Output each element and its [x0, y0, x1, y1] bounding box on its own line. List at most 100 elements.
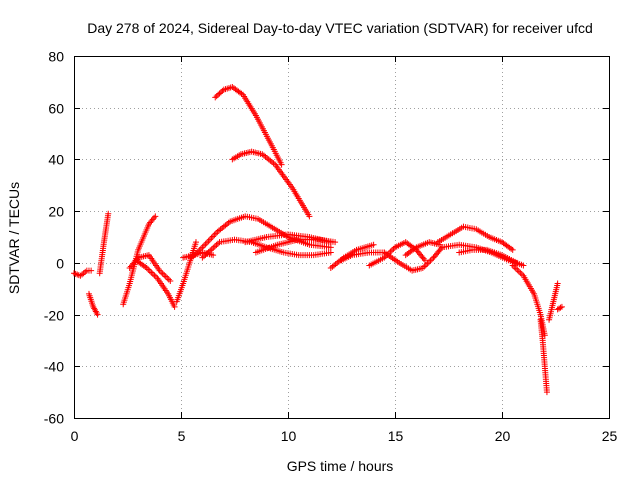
- data-point: [332, 239, 339, 246]
- data-point: [208, 235, 215, 242]
- x-axis-label: GPS time / hours: [287, 458, 394, 474]
- data-point: [421, 257, 428, 264]
- data-point: [164, 275, 171, 282]
- data-point: [327, 244, 334, 251]
- data-point: [388, 247, 395, 254]
- data-point: [278, 161, 285, 168]
- data-point: [200, 242, 207, 249]
- x-tick-label: 0: [71, 428, 79, 444]
- data-point: [520, 262, 527, 269]
- x-tick-label: 15: [388, 428, 404, 444]
- y-axis-label: SDTVAR / TECUs: [6, 182, 22, 294]
- data-point: [210, 244, 217, 251]
- data-point: [158, 269, 165, 276]
- data-point: [509, 246, 516, 253]
- data-point: [148, 269, 155, 276]
- y-tick-label: 0: [56, 256, 64, 272]
- series-arc-26: [554, 303, 565, 313]
- series-arc-3: [96, 210, 112, 277]
- data-point: [209, 233, 216, 240]
- data-point: [557, 304, 564, 311]
- data-point: [558, 303, 565, 310]
- series-arc-2: [85, 290, 101, 318]
- data-point: [162, 273, 169, 280]
- y-tick-label: -40: [44, 359, 64, 375]
- data-point: [306, 213, 313, 220]
- x-tick-label: 10: [281, 428, 297, 444]
- data-point: [211, 231, 218, 238]
- data-point: [206, 236, 213, 243]
- data-point: [217, 89, 224, 96]
- data-point: [514, 266, 521, 273]
- series-arc-21: [439, 241, 527, 269]
- series-arc-14: [252, 236, 339, 256]
- data-point: [428, 256, 435, 263]
- y-tick-label: -20: [44, 308, 64, 324]
- data-point: [213, 93, 220, 100]
- data-point: [212, 94, 219, 101]
- series-arc-20: [434, 223, 516, 253]
- data-point: [205, 238, 212, 245]
- data-point: [370, 241, 377, 248]
- data-point: [152, 273, 159, 280]
- data-point: [151, 272, 158, 279]
- series-arc-18: [381, 244, 446, 274]
- y-tick-label: 80: [48, 49, 64, 65]
- series-arc-10: [229, 148, 313, 220]
- gridlines: [74, 56, 609, 418]
- data-point: [427, 257, 434, 264]
- data-point: [541, 332, 548, 339]
- y-tick-label: 60: [48, 101, 64, 117]
- series-arc-7: [173, 239, 199, 305]
- data-point: [146, 267, 153, 274]
- data-point: [437, 245, 444, 252]
- data-point: [210, 252, 217, 259]
- data-point: [517, 269, 524, 276]
- data-point: [422, 262, 429, 269]
- data-point: [212, 230, 219, 237]
- y-tick-label: 20: [48, 204, 64, 220]
- series-arc-19: [402, 239, 443, 259]
- data-point: [94, 311, 101, 318]
- data-point: [216, 90, 223, 97]
- data-point: [203, 239, 210, 246]
- data-point: [554, 280, 561, 287]
- x-tick-label: 20: [495, 428, 511, 444]
- data-point: [159, 270, 166, 277]
- y-tick-label: 40: [48, 152, 64, 168]
- data-point: [165, 276, 172, 283]
- series-arc-5: [126, 252, 174, 284]
- data-point: [105, 210, 112, 217]
- data-point: [327, 249, 334, 256]
- x-tick-label: 5: [178, 428, 186, 444]
- data-point: [213, 241, 220, 248]
- series-arc-25: [546, 280, 561, 323]
- series-arc-16: [338, 249, 388, 264]
- data-point: [202, 241, 209, 248]
- data-point: [420, 255, 427, 262]
- data-point: [149, 270, 156, 277]
- chart-title: Day 278 of 2024, Sidereal Day-to-day VTE…: [87, 20, 593, 36]
- data-point: [88, 267, 95, 274]
- data-point: [515, 268, 522, 275]
- data-point: [215, 91, 222, 98]
- data-point: [192, 239, 199, 246]
- x-tick-label: 25: [602, 428, 618, 444]
- data-point: [219, 87, 226, 94]
- series-arc-9: [212, 84, 285, 168]
- series-arc-6: [133, 257, 178, 310]
- plot-frame: [74, 56, 610, 419]
- series-arc-24: [537, 316, 550, 396]
- data-point: [152, 213, 159, 220]
- data-point: [543, 389, 550, 396]
- data-point: [211, 243, 218, 250]
- data-point: [161, 272, 168, 279]
- series-arc-23: [509, 262, 548, 339]
- y-tick-label: -60: [44, 411, 64, 427]
- data-point: [513, 259, 520, 266]
- data-point: [199, 244, 206, 251]
- series-arc-1: [71, 267, 95, 279]
- data-point: [171, 303, 178, 310]
- series-arc-22: [456, 246, 520, 266]
